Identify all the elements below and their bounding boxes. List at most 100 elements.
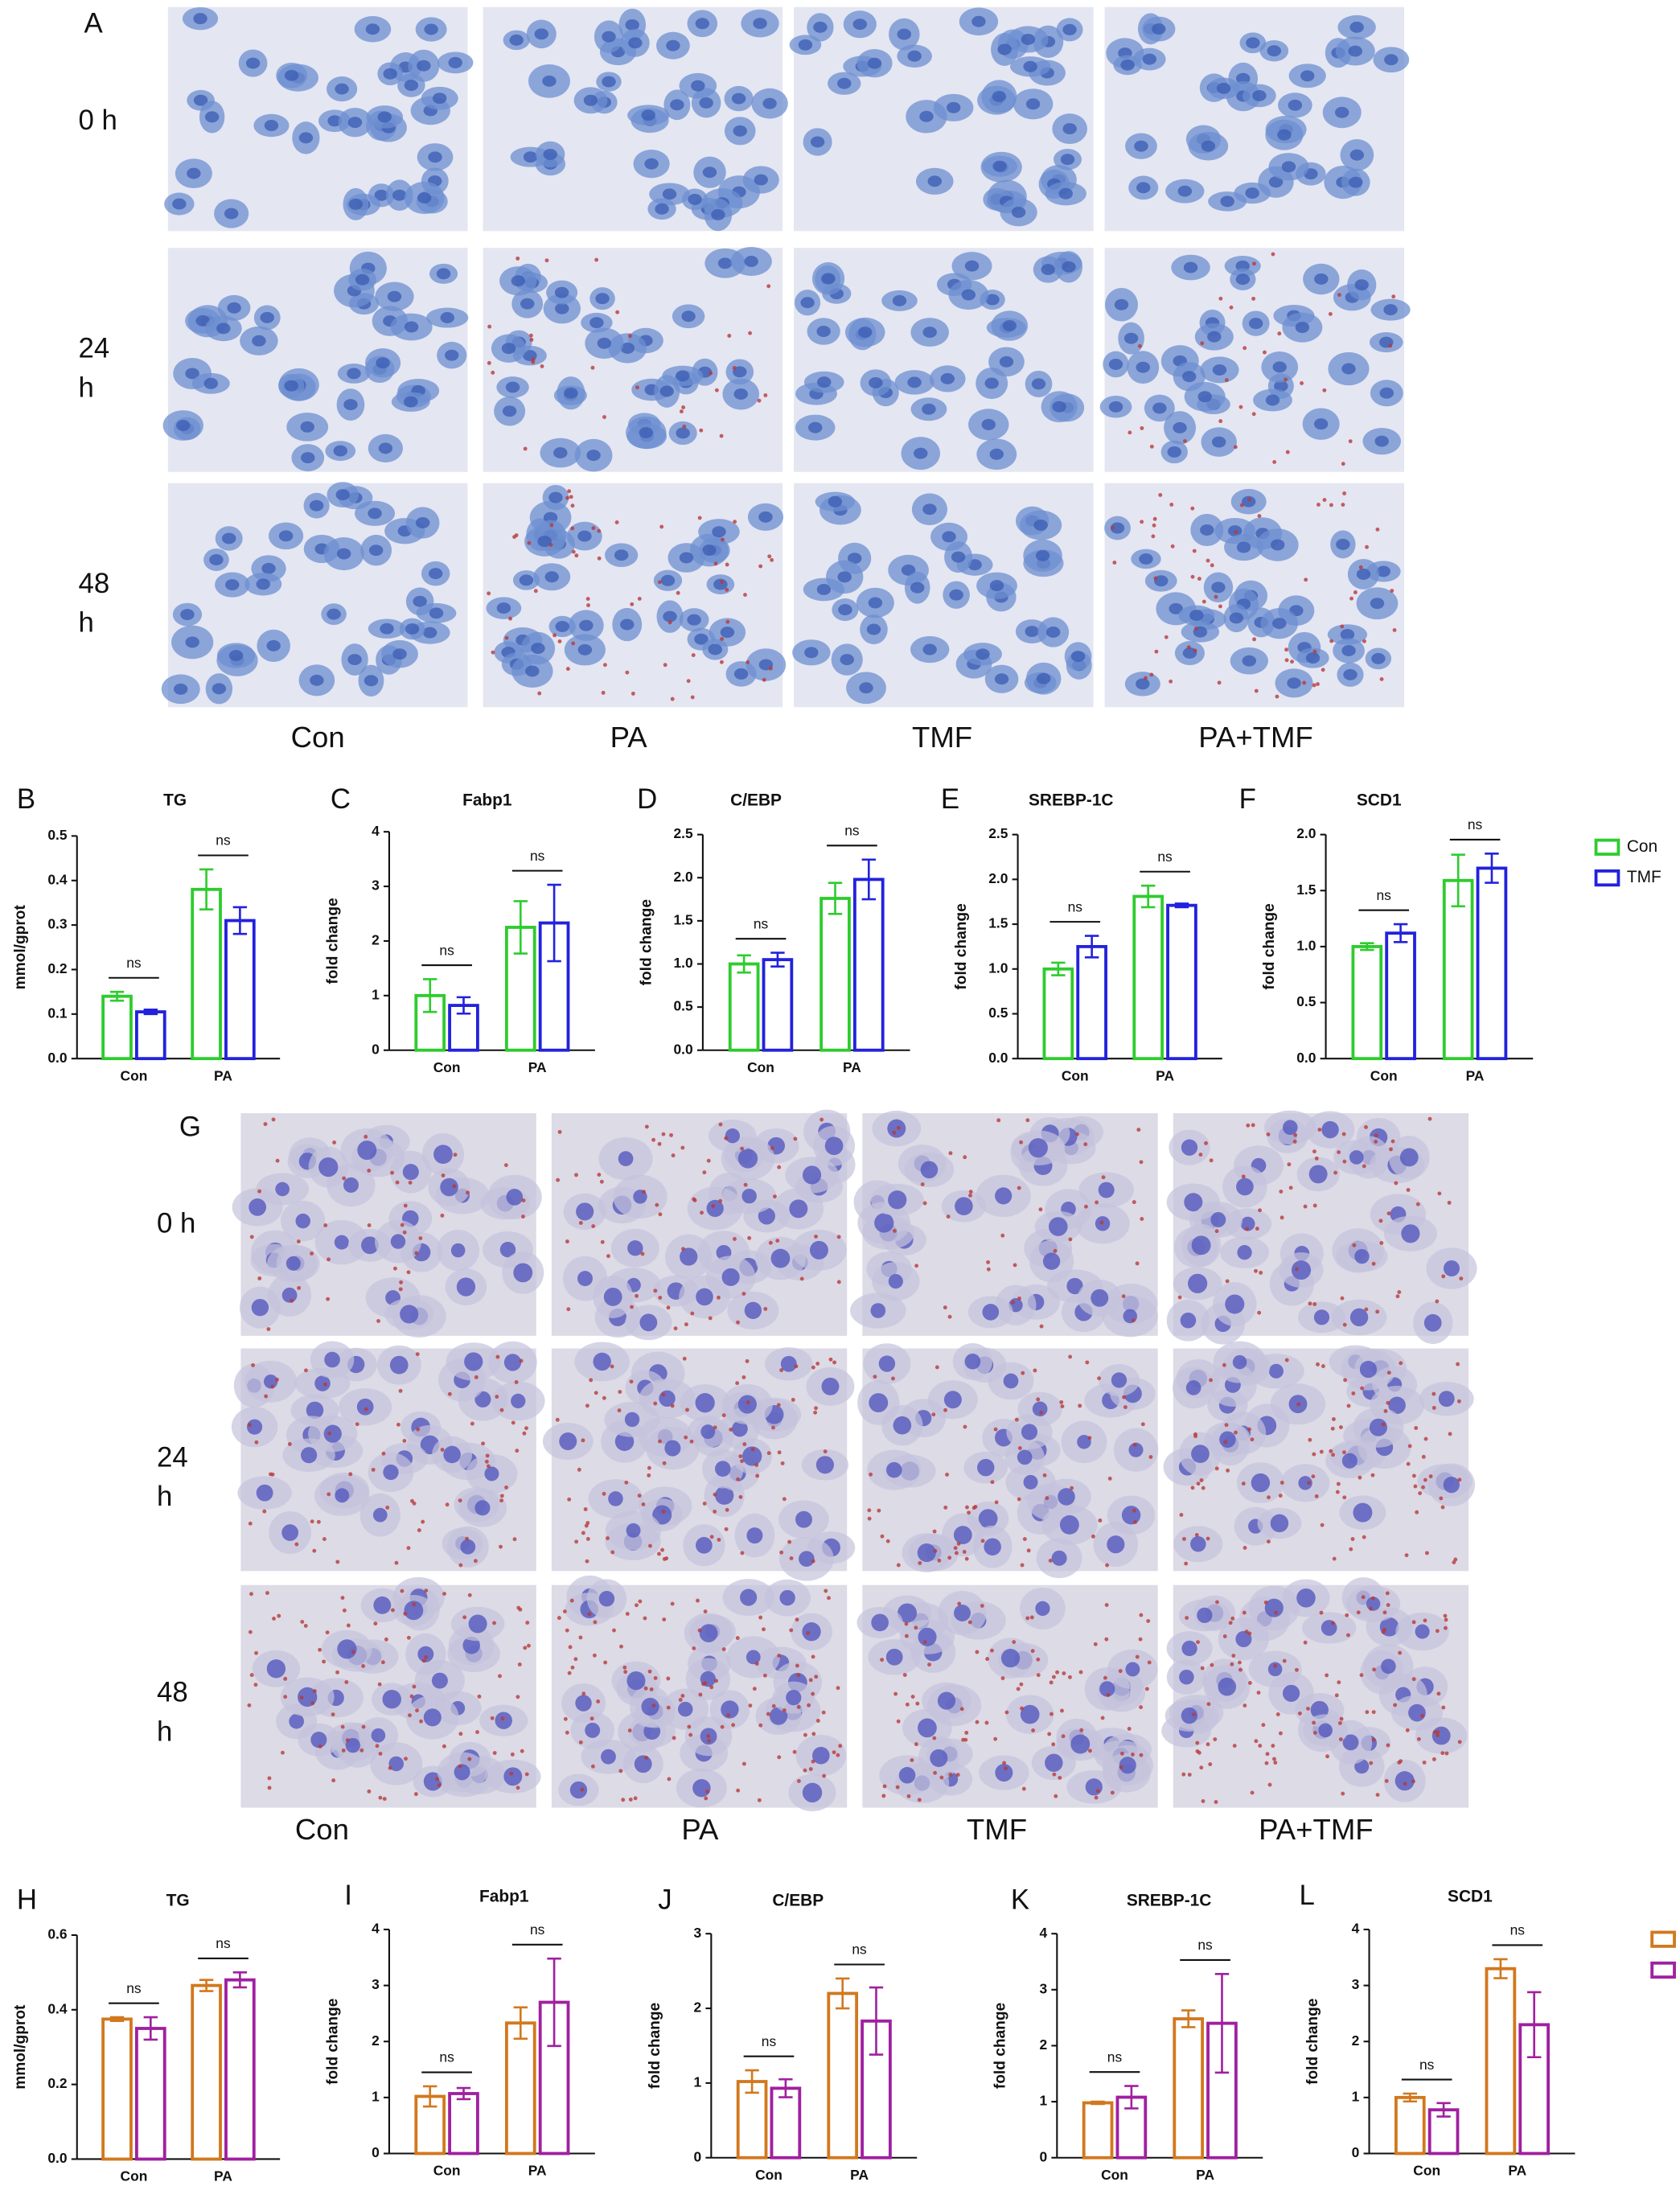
lipid-droplet xyxy=(1365,1710,1370,1715)
lipid-droplet xyxy=(473,1559,478,1564)
lipid-droplet xyxy=(965,1505,969,1510)
column-label: Con xyxy=(295,1813,349,1846)
nucleus xyxy=(431,1672,448,1689)
nucleus xyxy=(1085,1778,1103,1796)
lipid-droplet xyxy=(1017,1296,1021,1301)
lipid-droplet xyxy=(1121,1294,1126,1299)
micrograph xyxy=(483,247,783,472)
nucleus xyxy=(1136,361,1150,373)
nucleus xyxy=(495,1712,512,1729)
lipid-droplet xyxy=(1331,1621,1335,1625)
nucleus xyxy=(733,668,749,680)
lipid-droplet xyxy=(610,1364,614,1369)
lipid-droplet xyxy=(666,1676,671,1681)
row-label: h xyxy=(157,1481,172,1512)
nucleus xyxy=(995,1187,1013,1205)
lipid-droplet xyxy=(578,1635,583,1640)
lipid-droplet xyxy=(341,1748,346,1753)
lipid-droplet xyxy=(421,1519,425,1524)
lipid-droplet xyxy=(388,1765,392,1770)
nucleus xyxy=(1349,149,1365,161)
nucleus xyxy=(687,614,701,626)
lipid-droplet xyxy=(1342,491,1347,495)
lipid-droplet xyxy=(1197,577,1201,582)
y-tick-label: 2 xyxy=(693,1999,701,2016)
nucleus xyxy=(641,1697,659,1716)
lipid-droplet xyxy=(1266,1539,1271,1544)
x-tick-label: PA xyxy=(843,1059,861,1075)
lipid-droplet xyxy=(910,1695,915,1699)
nucleus xyxy=(1252,89,1267,101)
nucleus xyxy=(429,607,444,619)
lipid-droplet xyxy=(521,1198,526,1202)
nucleus xyxy=(821,1377,840,1395)
nucleus xyxy=(715,1486,734,1505)
nucleus xyxy=(733,366,747,378)
nucleus xyxy=(1181,1139,1198,1156)
lipid-droplet xyxy=(1431,1757,1436,1761)
lipid-droplet xyxy=(1104,1637,1109,1642)
lipid-droplet xyxy=(1263,1600,1268,1605)
lipid-droplet xyxy=(1321,1364,1325,1369)
lipid-droplet xyxy=(596,1699,601,1703)
bar xyxy=(134,1010,166,1061)
lipid-droplet xyxy=(1199,1478,1204,1482)
lipid-droplet xyxy=(994,1500,999,1505)
lipid-droplet xyxy=(1257,1310,1262,1315)
lipid-droplet xyxy=(1135,1654,1140,1659)
lipid-droplet xyxy=(398,1388,403,1393)
nucleus xyxy=(694,633,709,645)
lipid-droplet xyxy=(574,1173,578,1177)
lipid-droplet xyxy=(346,1623,351,1628)
nucleus xyxy=(1443,1260,1460,1277)
lipid-droplet xyxy=(565,667,570,672)
lipid-droplet xyxy=(458,1563,463,1568)
lipid-droplet xyxy=(271,1117,276,1122)
nucleus xyxy=(310,1732,327,1749)
lipid-droplet xyxy=(1068,1354,1073,1359)
nucleus xyxy=(261,562,276,574)
lipid-droplet xyxy=(1051,1675,1056,1679)
lipid-droplet xyxy=(682,424,687,429)
nucleus xyxy=(1152,402,1167,414)
lipid-droplet xyxy=(823,1449,828,1454)
nucleus xyxy=(1107,1535,1125,1554)
lipid-droplet xyxy=(713,1509,717,1514)
nucleus xyxy=(506,1189,524,1206)
nucleus xyxy=(681,310,696,323)
lipid-droplet xyxy=(318,1744,322,1749)
lipid-droplet xyxy=(1119,1765,1123,1769)
y-axis-label: fold change xyxy=(324,898,341,984)
lipid-droplet xyxy=(570,503,575,508)
lipid-droplet xyxy=(416,1427,421,1432)
lipid-droplet xyxy=(1247,497,1251,502)
lipid-droplet xyxy=(1198,1153,1203,1157)
nucleus xyxy=(555,302,569,314)
lipid-droplet xyxy=(676,590,680,595)
lipid-droplet xyxy=(299,1695,304,1700)
lipid-droplet xyxy=(552,633,557,638)
lipid-droplet xyxy=(1312,1452,1316,1457)
lipid-droplet xyxy=(1224,378,1229,382)
nucleus xyxy=(976,648,990,660)
lipid-droplet xyxy=(492,1621,496,1625)
row-label: 24 xyxy=(157,1441,188,1473)
lipid-droplet xyxy=(1231,1654,1236,1658)
chart-letter: B xyxy=(17,783,35,815)
lipid-droplet xyxy=(993,1736,998,1741)
lipid-droplet xyxy=(1144,1687,1149,1691)
lipid-droplet xyxy=(1302,680,1307,685)
nucleus xyxy=(245,57,261,69)
legend-swatch xyxy=(1594,869,1620,887)
lipid-droplet xyxy=(1403,1782,1407,1786)
significance-label: ns xyxy=(1419,2057,1435,2073)
lipid-droplet xyxy=(725,619,730,624)
significance-label: ns xyxy=(216,832,231,849)
lipid-droplet xyxy=(1101,1175,1106,1180)
lipid-droplet xyxy=(1436,1691,1441,1696)
lipid-droplet xyxy=(1182,439,1187,443)
significance-label: ns xyxy=(216,1935,231,1951)
significance-label: ns xyxy=(754,915,769,931)
lipid-droplet xyxy=(1404,1553,1409,1558)
